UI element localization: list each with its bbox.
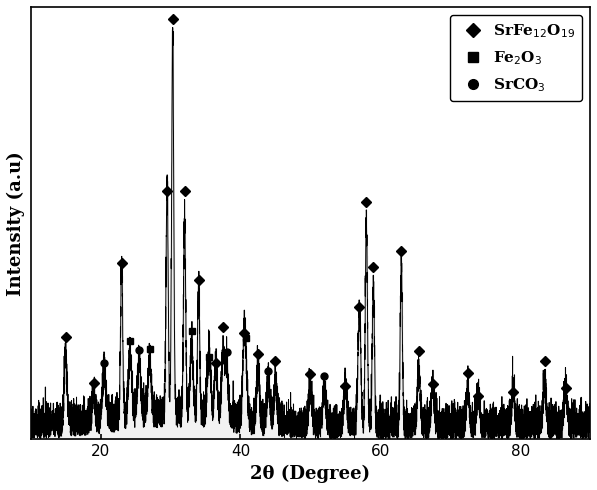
Legend: SrFe$_{12}$O$_{19}$, Fe$_{2}$O$_{3}$, SrCO$_{3}$: SrFe$_{12}$O$_{19}$, Fe$_{2}$O$_{3}$, Sr…	[450, 15, 583, 101]
Y-axis label: Intensity (a.u): Intensity (a.u)	[7, 151, 25, 295]
X-axis label: 2θ (Degree): 2θ (Degree)	[250, 465, 371, 483]
